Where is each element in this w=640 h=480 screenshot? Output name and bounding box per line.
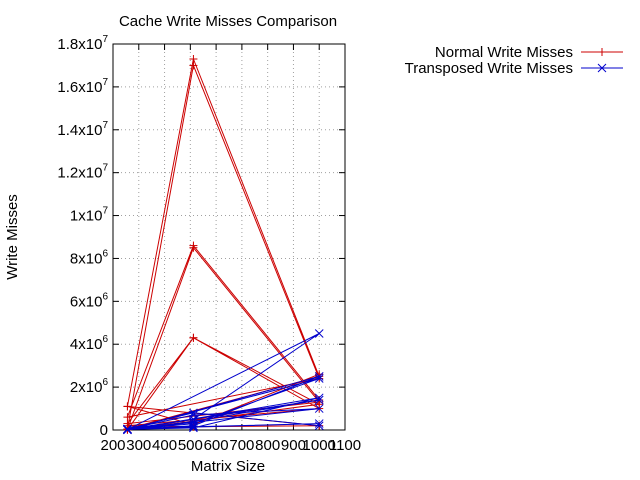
y-tick-label: 2x106 (70, 377, 109, 396)
data-point-series-1 (314, 404, 324, 413)
legend-label: Normal Write Misses (435, 44, 573, 61)
y-tick-base: 0 (100, 422, 108, 439)
series-line-0 (126, 57, 321, 431)
series-layer (123, 55, 324, 435)
data-point-series-1 (189, 419, 198, 428)
legend-swatch-marker (598, 48, 606, 56)
data-point-series-1 (189, 421, 198, 431)
series-line-1 (127, 333, 320, 431)
y-tick-base: 1.8x10 (57, 36, 102, 53)
data-point-series-1 (189, 422, 198, 432)
y-tick-base: 1.4x10 (57, 122, 102, 139)
data-point-series-1 (314, 374, 324, 383)
x-tick-label: 900 (281, 437, 306, 454)
y-tick-exponent: 7 (102, 120, 108, 131)
y-axis-label: Write Misses (4, 194, 21, 280)
chart-title: Cache Write Misses Comparison (119, 13, 337, 30)
data-point-series-0 (189, 333, 198, 342)
data-point-series-1 (189, 414, 198, 424)
y-tick-exponent: 6 (102, 291, 108, 302)
data-point-series-1 (189, 423, 198, 433)
y-tick-exponent: 6 (102, 334, 108, 345)
data-point-series-1 (314, 395, 324, 405)
x-tick-label: 600 (204, 437, 229, 454)
data-point-series-0 (189, 61, 198, 70)
y-tick-label: 1.4x107 (57, 120, 108, 139)
legend-swatch-marker (597, 63, 607, 73)
axis-ticks: 02x1064x1066x1068x1061x1071.2x1071.4x107… (57, 34, 361, 454)
data-point-series-1 (189, 408, 198, 418)
data-point-series-1 (189, 410, 198, 420)
y-tick-label: 4x106 (70, 334, 109, 353)
data-point-series-0 (123, 402, 132, 411)
y-tick-exponent: 7 (102, 34, 108, 45)
y-tick-base: 1.2x10 (57, 165, 102, 182)
y-tick-exponent: 6 (102, 248, 108, 259)
data-point-series-1 (314, 329, 324, 338)
y-tick-base: 4x10 (70, 336, 103, 353)
x-tick-label: 700 (229, 437, 254, 454)
data-point-series-1 (314, 393, 324, 403)
x-tick-label: 400 (152, 437, 177, 454)
x-tick-label: 1100 (329, 437, 361, 454)
y-tick-base: 8x10 (70, 250, 103, 267)
legend-label: Transposed Write Misses (405, 60, 573, 77)
y-tick-label: 1.2x107 (57, 163, 108, 182)
x-tick-label: 300 (126, 437, 151, 454)
x-tick-label: 200 (100, 437, 125, 454)
y-tick-label: 1.6x107 (57, 77, 108, 96)
x-axis-label: Matrix Size (191, 458, 265, 475)
data-point-series-0 (189, 243, 198, 252)
x-tick-label: 800 (255, 437, 280, 454)
y-tick-base: 6x10 (70, 293, 103, 310)
y-tick-base: 2x10 (70, 379, 103, 396)
y-tick-label: 0 (100, 422, 108, 439)
y-tick-label: 1x107 (70, 206, 109, 225)
data-point-series-1 (314, 421, 324, 431)
data-point-series-1 (314, 419, 324, 428)
data-point-series-1 (123, 424, 132, 434)
y-tick-exponent: 7 (102, 163, 108, 174)
y-tick-label: 8x106 (70, 248, 109, 267)
y-tick-base: 1.6x10 (57, 79, 102, 96)
x-tick-label: 500 (178, 437, 203, 454)
y-tick-label: 6x106 (70, 291, 109, 310)
x-tick-label: 1000 (303, 437, 336, 454)
plot-frame (112, 43, 346, 431)
y-tick-exponent: 7 (102, 206, 108, 217)
grid (113, 44, 345, 430)
data-point-series-1 (314, 372, 324, 381)
y-tick-exponent: 7 (102, 77, 108, 88)
y-tick-exponent: 6 (102, 377, 108, 388)
y-tick-base: 1x10 (70, 208, 103, 225)
y-tick-label: 1.8x107 (57, 34, 108, 53)
